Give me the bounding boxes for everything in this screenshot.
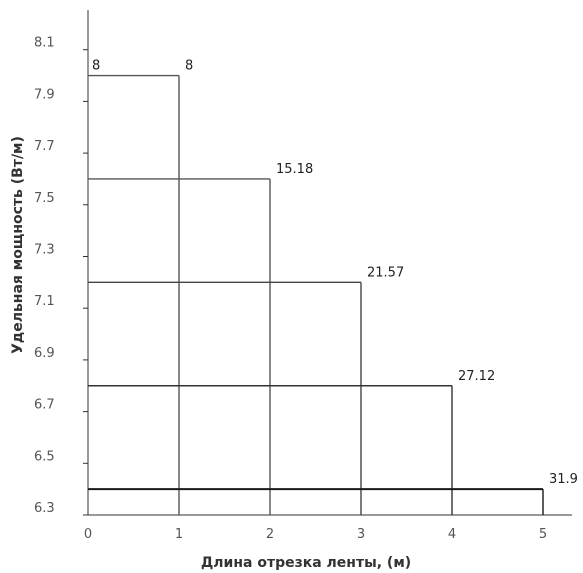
y-ticks: 6.3 6.5 6.7 6.9 7.1 7.3 7.5 7.7 7.9 8.1: [34, 36, 88, 516]
x-tick-label: 2: [266, 527, 274, 542]
x-tick-label: 3: [357, 527, 365, 542]
x-axis-title: Длина отрезка ленты, (м): [201, 555, 411, 571]
y-tick-label: 7.3: [34, 243, 55, 258]
y-tick-label: 6.3: [34, 501, 55, 516]
y-tick-label: 7.5: [34, 191, 55, 206]
y-tick-label: 8.1: [34, 36, 55, 51]
x-ticks: 0 1 2 3 4 5: [84, 527, 547, 542]
data-label: 8: [185, 59, 193, 74]
x-tick-label: 5: [539, 527, 547, 542]
x-tick-label: 0: [84, 527, 92, 542]
data-label-start: 8: [92, 59, 100, 74]
y-tick-label: 7.7: [34, 139, 55, 154]
data-labels: 8 15.18 21.57 27.12 31.9 8: [92, 59, 578, 488]
y-tick-label: 7.9: [34, 87, 55, 102]
axes: [87, 10, 572, 516]
data-label: 27.12: [458, 369, 495, 384]
data-label: 31.9: [549, 472, 578, 487]
x-tick-label: 4: [448, 527, 456, 542]
x-tick-label: 1: [175, 527, 183, 542]
data-label: 21.57: [367, 265, 404, 280]
y-tick-label: 6.5: [34, 449, 55, 464]
steps: [88, 74, 544, 515]
y-tick-label: 7.1: [34, 294, 55, 309]
y-axis-title: Удельная мощность (Вт/м): [10, 136, 26, 354]
y-tick-label: 6.9: [34, 346, 55, 361]
data-label: 15.18: [276, 162, 313, 177]
y-tick-label: 6.7: [34, 398, 55, 413]
